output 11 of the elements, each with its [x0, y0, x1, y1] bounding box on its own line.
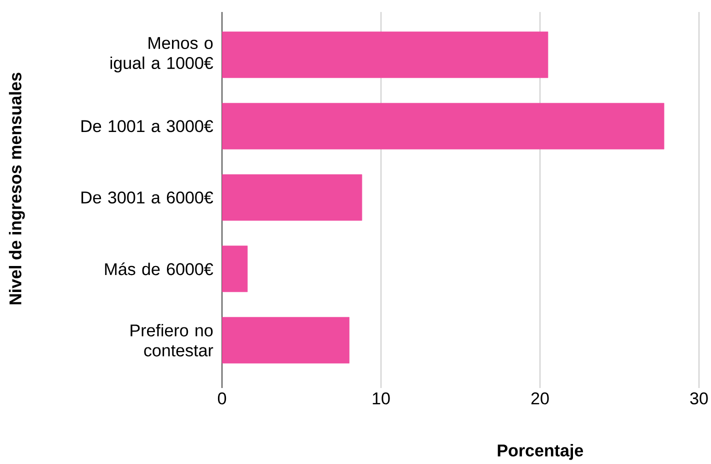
x-tick-label: 20: [531, 392, 549, 404]
y-axis-title: Nivel de ingresos mensuales: [8, 72, 25, 304]
y-tick-label: De 1001 a 3000€: [81, 120, 214, 132]
x-tick-label: 0: [218, 392, 226, 404]
y-tick-label: Más de 6000€: [105, 262, 214, 276]
x-axis-title: Porcentaje: [498, 444, 584, 460]
y-tick-label: Menos o igual a 1000€: [110, 37, 214, 72]
x-tick-label: 30: [690, 392, 708, 404]
y-tick-label: Prefiero no contestar: [130, 324, 214, 356]
x-tick-label: 10: [372, 392, 390, 404]
y-tick-label: De 3001 a 6000€: [81, 191, 214, 204]
